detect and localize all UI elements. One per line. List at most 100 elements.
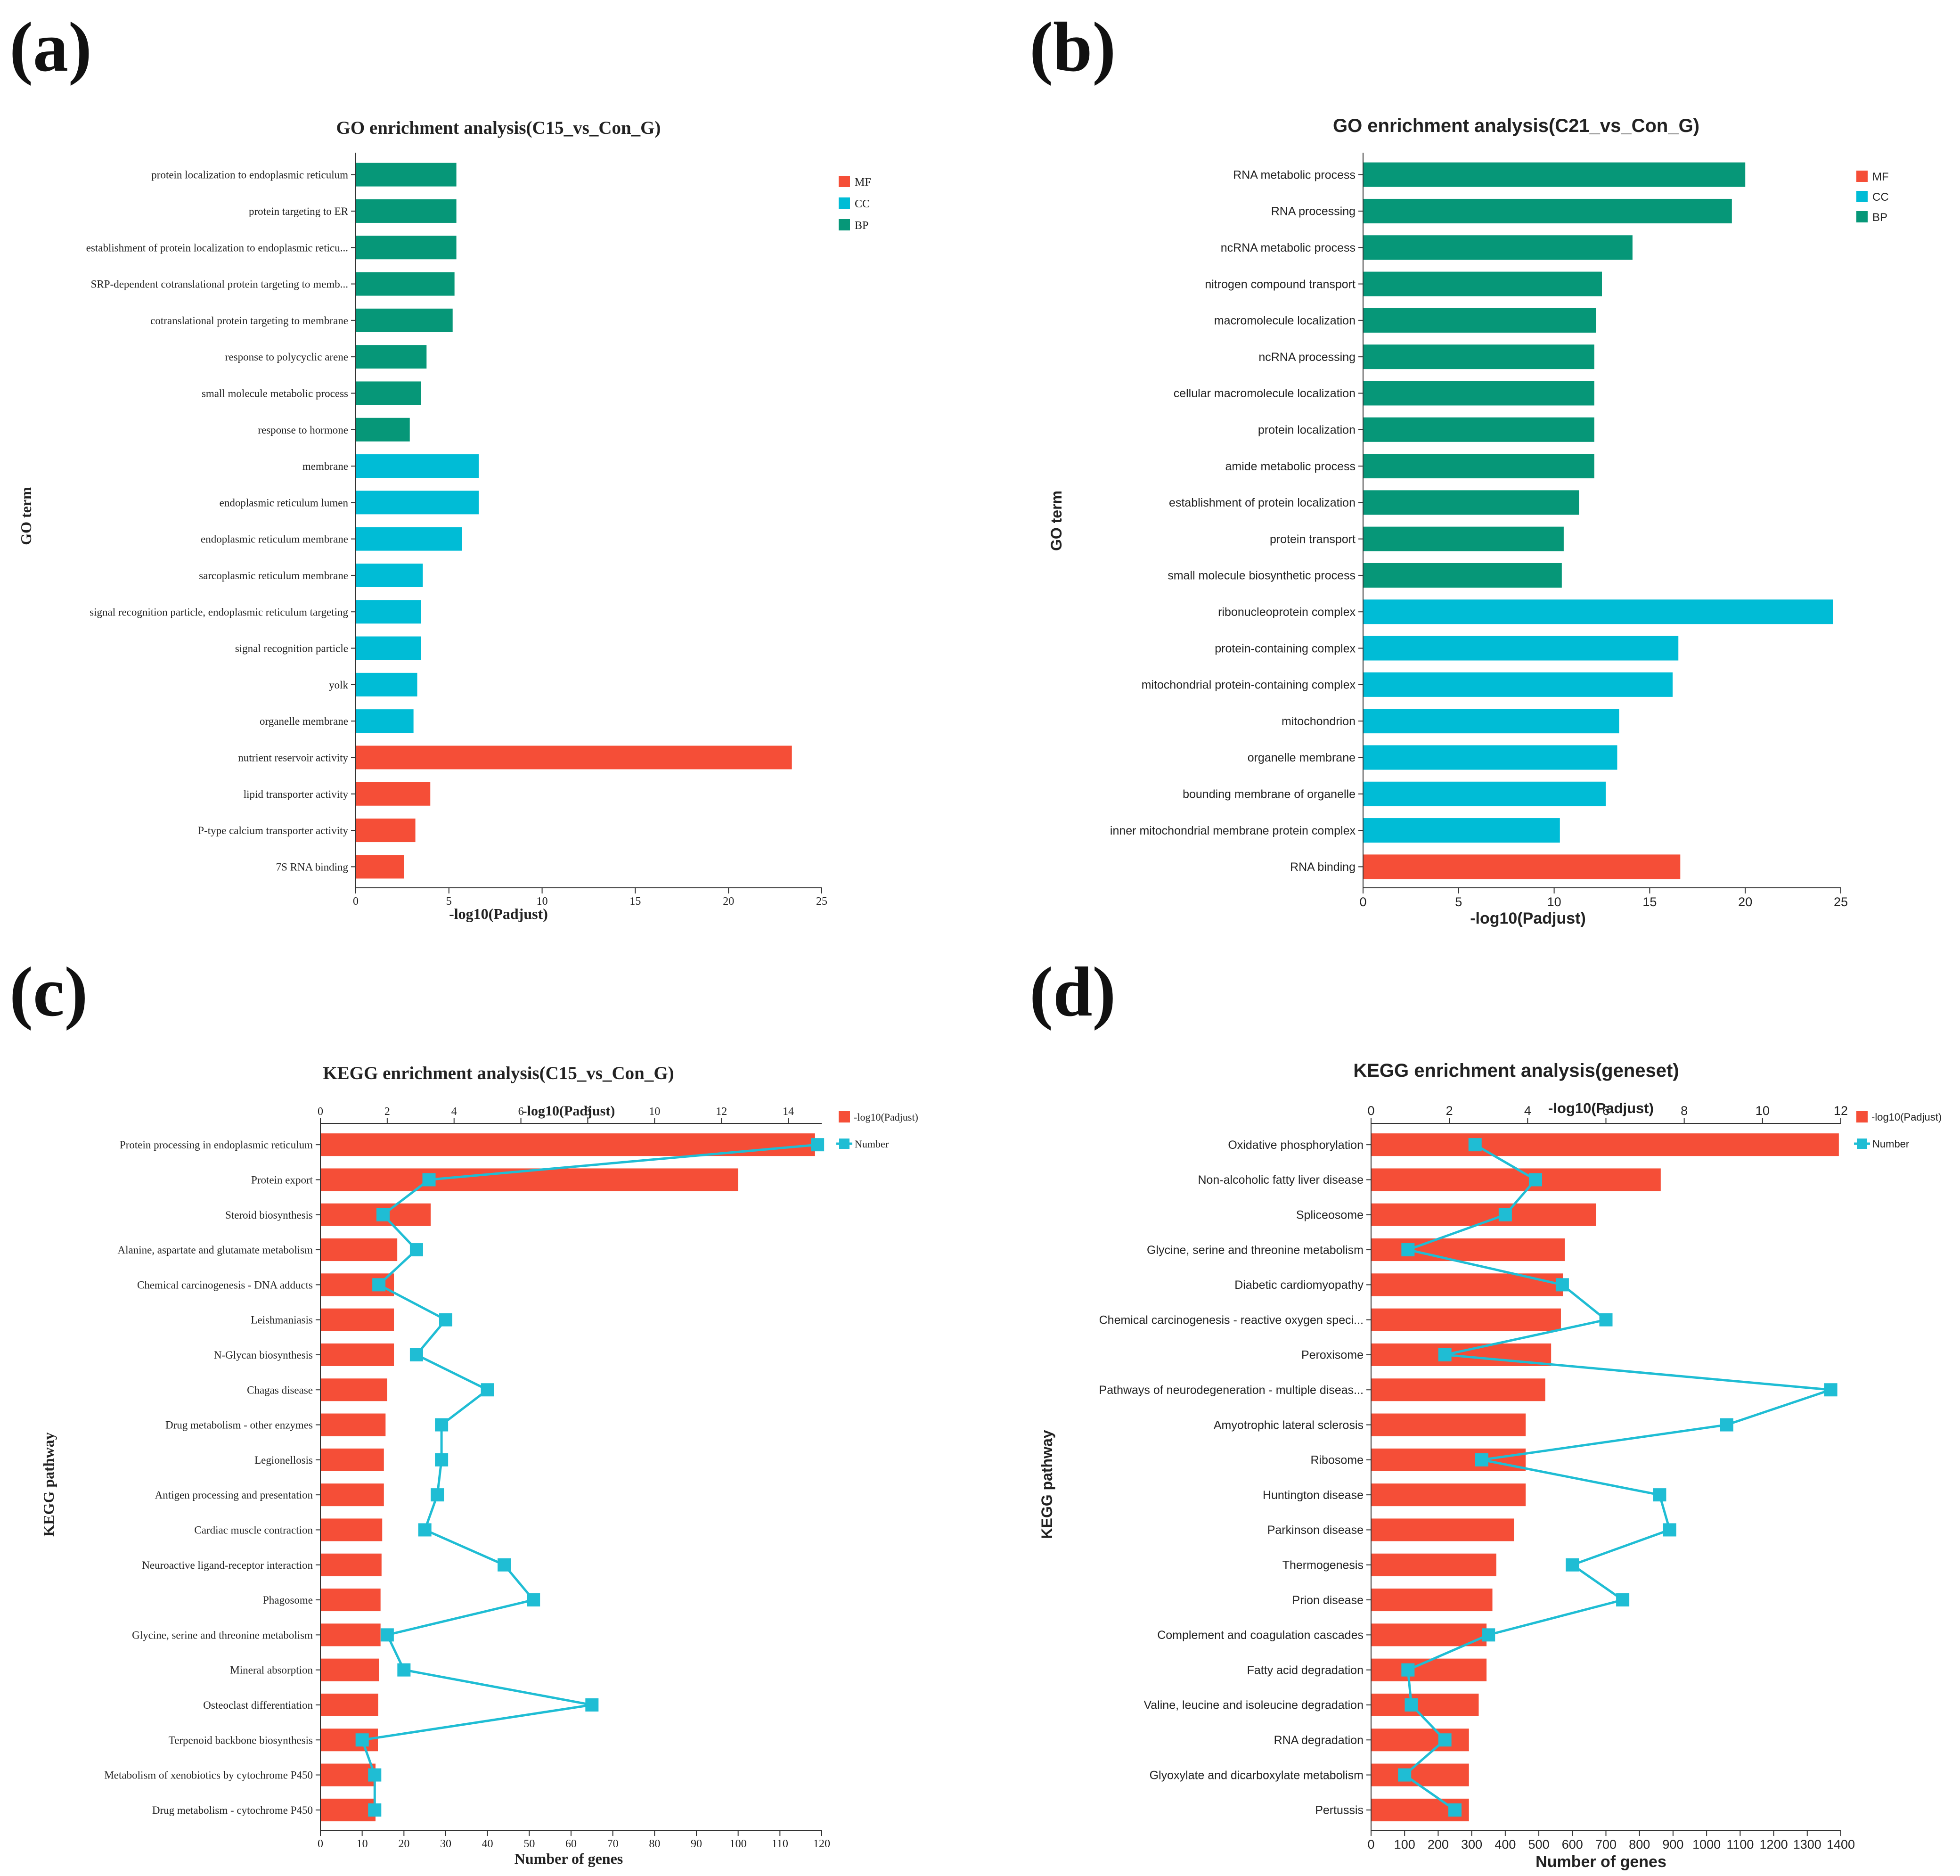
bar: [356, 600, 421, 624]
series-marker-number: [431, 1488, 444, 1502]
category-label: organelle membrane: [1248, 751, 1356, 764]
bar: [1363, 636, 1679, 661]
category-label: protein transport: [1270, 532, 1356, 546]
x-top-tick-label: 10: [1756, 1104, 1770, 1118]
panel-d-kegg-geneset: (d) KEGG enrichment analysis(geneset) -l…: [1029, 953, 1942, 1871]
legend-marker-number: [839, 1139, 849, 1149]
category-label: response to hormone: [258, 424, 348, 436]
x-tick-label: 20: [1738, 895, 1752, 909]
x-tick-label: 0: [1367, 1837, 1374, 1851]
category-label: Glycine, serine and threonine metabolism: [132, 1629, 313, 1641]
y-axis-label: GO term: [17, 487, 34, 545]
category-label: RNA metabolic process: [1233, 168, 1356, 181]
bar: [1371, 1623, 1487, 1647]
x-tick-label: 10: [357, 1838, 368, 1850]
category-label: Protein processing in endoplasmic reticu…: [120, 1139, 313, 1151]
bar: [320, 1343, 394, 1366]
bar: [1363, 490, 1579, 515]
category-label: inner mitochondrial membrane protein com…: [1110, 824, 1356, 837]
plot-area: Oxidative phosphorylation Non-alcoholic f…: [1099, 1104, 1855, 1851]
category-label: Non-alcoholic fatty liver disease: [1198, 1173, 1364, 1187]
series-marker-number: [1616, 1593, 1630, 1607]
category-label: Thermogenesis: [1282, 1559, 1364, 1572]
bar: [1363, 344, 1594, 369]
category-label: Spliceosome: [1296, 1209, 1364, 1222]
series-marker-number: [585, 1698, 599, 1712]
bar: [1363, 308, 1596, 333]
legend-swatch-padjust: [1856, 1111, 1868, 1122]
category-label: Chemical carcinogenesis - DNA adducts: [137, 1279, 313, 1291]
bar: [1371, 1763, 1469, 1786]
bar: [1363, 672, 1673, 697]
x-tick-label: 60: [565, 1838, 577, 1850]
x-tick-label: 110: [772, 1838, 788, 1850]
chart-title: GO enrichment analysis(C21_vs_Con_G): [1333, 115, 1699, 136]
category-label: Huntington disease: [1263, 1489, 1364, 1502]
category-label: Drug metabolism - other enzymes: [165, 1419, 313, 1431]
panel-label: (c): [9, 953, 88, 1031]
category-label: mitochondrial protein-containing complex: [1142, 679, 1356, 692]
category-label: protein targeting to ER: [249, 205, 349, 217]
panel-label: (b): [1029, 8, 1116, 86]
category-label: Cardiac muscle contraction: [194, 1524, 313, 1536]
bar: [1371, 1413, 1526, 1436]
panel-c-kegg-c15: (c) KEGG enrichment analysis(C15_vs_Con_…: [9, 953, 918, 1867]
x-tick-label: 120: [813, 1838, 830, 1850]
category-label: Pertussis: [1315, 1804, 1364, 1817]
panel-b-go-c21: (b) GO enrichment analysis(C21_vs_Con_G)…: [1029, 8, 1889, 927]
category-label: Phagosome: [263, 1594, 313, 1606]
bar: [1371, 1448, 1526, 1471]
x-top-tick-label: 6: [1602, 1104, 1609, 1118]
category-label: nitrogen compound transport: [1205, 278, 1356, 291]
series-marker-number: [409, 1348, 423, 1361]
series-marker-number: [1566, 1558, 1579, 1572]
x-tick-label: 0: [1359, 895, 1366, 909]
x-tick-label: 30: [440, 1838, 451, 1850]
category-label: P-type calcium transporter activity: [198, 825, 348, 836]
bar: [1371, 1729, 1469, 1752]
legend-label-bp: BP: [855, 220, 868, 232]
bar: [356, 491, 479, 515]
category-label: sarcoplasmic reticulum membrane: [199, 570, 348, 582]
bar: [356, 199, 457, 223]
bar: [356, 345, 427, 369]
bar: [1363, 381, 1594, 406]
series-marker-number: [1824, 1383, 1838, 1397]
category-label: 7S RNA binding: [276, 861, 349, 873]
category-label: Osteoclast differentiation: [203, 1699, 313, 1711]
series-marker-number: [1498, 1208, 1512, 1221]
legend-swatch-cc: [839, 197, 850, 209]
legend-swatch-cc: [1856, 191, 1868, 202]
legend-label-number: Number: [855, 1138, 889, 1150]
bar: [356, 527, 462, 551]
category-label: membrane: [302, 460, 348, 472]
bar: [1371, 1133, 1839, 1156]
bar: [1363, 417, 1594, 442]
series-marker-number: [1401, 1663, 1415, 1677]
category-label: Alanine, aspartate and glutamate metabol…: [118, 1244, 313, 1256]
x-tick-label: 20: [723, 895, 734, 908]
series-marker-number: [1528, 1173, 1542, 1187]
bar: [320, 1553, 382, 1576]
bar: [356, 563, 423, 587]
series-marker-number: [418, 1523, 432, 1537]
plot-area: RNA metabolic process RNA processing ncRNA…: [1110, 153, 1848, 909]
category-label: nutrient reservoir activity: [238, 752, 348, 764]
legend-label-bp: BP: [1872, 211, 1887, 224]
x-axis-label: Number of genes: [514, 1850, 623, 1867]
category-label: Fatty acid degradation: [1247, 1663, 1364, 1677]
x-tick-label: 5: [1455, 895, 1462, 909]
category-label: establishment of protein localization: [1169, 496, 1356, 509]
legend: -log10(Padjust) Number: [1854, 1111, 1942, 1150]
bar: [320, 1413, 386, 1436]
series-marker-number: [355, 1733, 369, 1747]
category-label: protein-containing complex: [1215, 642, 1356, 655]
series-marker-number: [372, 1278, 386, 1292]
x-tick-label: 700: [1595, 1837, 1617, 1851]
chart-title: KEGG enrichment analysis(geneset): [1353, 1060, 1679, 1081]
category-label: endoplasmic reticulum lumen: [220, 497, 349, 508]
legend-label-mf: MF: [1872, 171, 1889, 183]
bar: [1363, 709, 1619, 734]
category-label: ncRNA metabolic process: [1221, 241, 1356, 254]
bar: [356, 745, 792, 770]
